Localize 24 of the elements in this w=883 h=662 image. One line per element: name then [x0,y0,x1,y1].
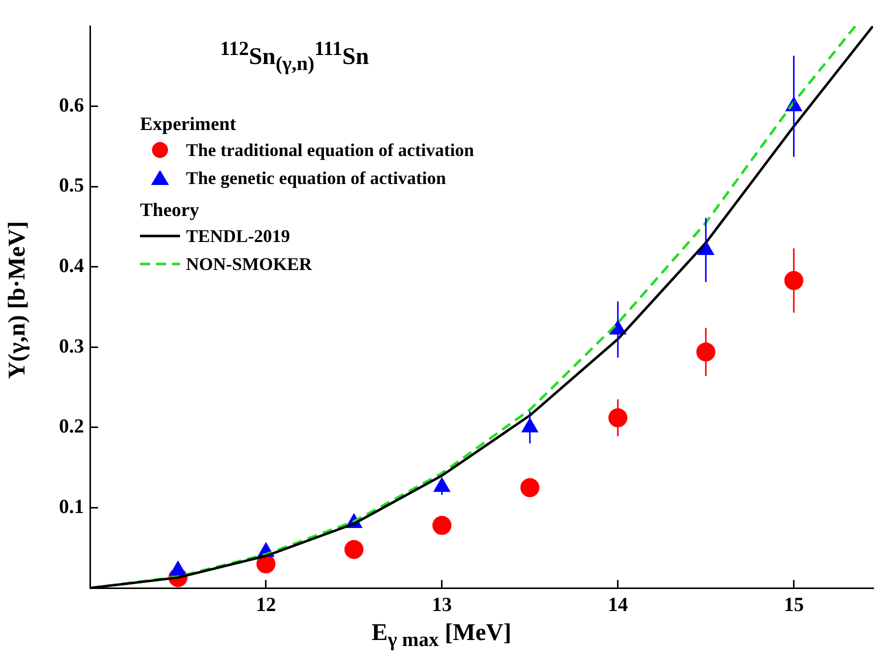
x-tick-label: 15 [784,594,804,616]
point [432,516,452,535]
x-tick-label: 12 [256,594,276,616]
y-tick-label: 0.5 [59,174,84,197]
legend-label: The genetic equation of activation [186,168,446,188]
y-tick-label: 0.1 [59,496,84,518]
legend-title: Experiment [140,113,238,136]
legend-label: TENDL-2019 [186,226,290,246]
point [520,478,540,498]
point [608,408,628,428]
x-tick-label: 14 [608,594,628,616]
annotation: Theory [140,199,200,222]
x-axis-title: E$_{γ max}$ [MeV] [370,620,512,652]
y-tick-label: 0.6 [59,94,84,116]
point [344,540,364,559]
y-tick-label: 0.2 [59,416,84,438]
y-tick-label: 0.3 [59,335,84,358]
legend-label: NON-SMOKER [186,254,312,274]
x-tick-label: 13 [432,594,452,616]
text: $^{112}$Sn$_{(γ,n)}$$^{111}$Sn [220,38,369,76]
point [696,342,716,362]
legend-label: The traditional equation of activation [186,140,474,160]
y-tick-label: 0.4 [59,255,84,278]
y-axis-title: Y(γ,n) [b·MeV] [4,221,32,379]
